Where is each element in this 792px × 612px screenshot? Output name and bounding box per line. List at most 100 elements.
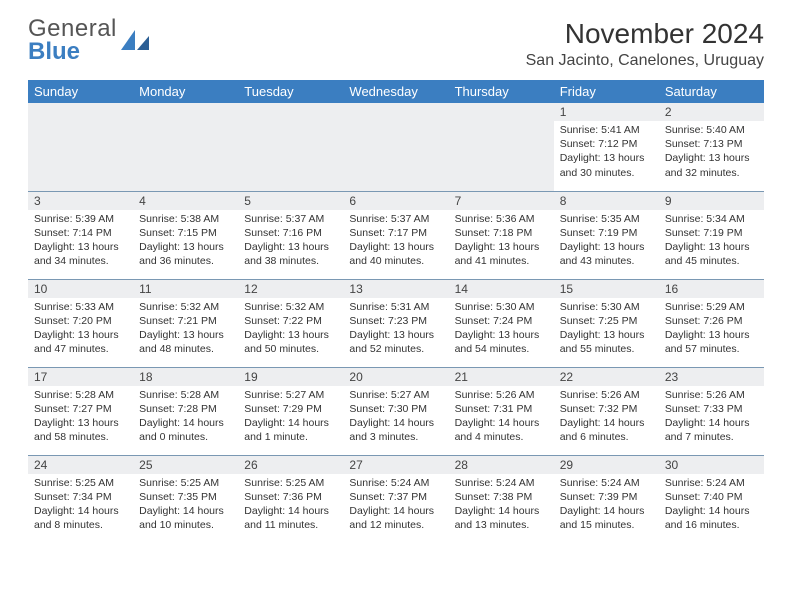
calendar-day-cell: 16Sunrise: 5:29 AMSunset: 7:26 PMDayligh… [659,279,764,367]
sunset-line: Sunset: 7:37 PM [349,490,442,504]
daylight-line: Daylight: 13 hours [665,328,758,342]
sunset-line: Sunset: 7:29 PM [244,402,337,416]
daylight-line: and 43 minutes. [560,254,653,268]
sunset-line: Sunset: 7:21 PM [139,314,232,328]
sunrise-line: Sunrise: 5:36 AM [455,212,548,226]
sunrise-line: Sunrise: 5:29 AM [665,300,758,314]
sunrise-line: Sunrise: 5:30 AM [455,300,548,314]
day-number: 26 [238,456,343,474]
daylight-line: and 7 minutes. [665,430,758,444]
calendar-day-cell: 10Sunrise: 5:33 AMSunset: 7:20 PMDayligh… [28,279,133,367]
day-number: 18 [133,368,238,386]
daylight-line: Daylight: 14 hours [349,504,442,518]
sunset-line: Sunset: 7:36 PM [244,490,337,504]
day-number: 20 [343,368,448,386]
sunset-line: Sunset: 7:16 PM [244,226,337,240]
daylight-line: and 0 minutes. [139,430,232,444]
calendar-day-cell: 13Sunrise: 5:31 AMSunset: 7:23 PMDayligh… [343,279,448,367]
calendar-day-cell: 9Sunrise: 5:34 AMSunset: 7:19 PMDaylight… [659,191,764,279]
sunrise-line: Sunrise: 5:27 AM [349,388,442,402]
day-data: Sunrise: 5:40 AMSunset: 7:13 PMDaylight:… [659,121,764,184]
weekday-header: Sunday [28,80,133,103]
day-data: Sunrise: 5:24 AMSunset: 7:40 PMDaylight:… [659,474,764,537]
daylight-line: Daylight: 14 hours [455,416,548,430]
weekday-header: Monday [133,80,238,103]
sunset-line: Sunset: 7:27 PM [34,402,127,416]
day-data: Sunrise: 5:37 AMSunset: 7:17 PMDaylight:… [343,210,448,273]
daylight-line: Daylight: 13 hours [455,328,548,342]
day-data: Sunrise: 5:25 AMSunset: 7:35 PMDaylight:… [133,474,238,537]
sunset-line: Sunset: 7:33 PM [665,402,758,416]
day-number: 9 [659,192,764,210]
day-data: Sunrise: 5:34 AMSunset: 7:19 PMDaylight:… [659,210,764,273]
daylight-line: Daylight: 13 hours [139,328,232,342]
sunrise-line: Sunrise: 5:38 AM [139,212,232,226]
day-number: 10 [28,280,133,298]
sunrise-line: Sunrise: 5:24 AM [349,476,442,490]
daylight-line: Daylight: 13 hours [560,240,653,254]
calendar-day-cell: 12Sunrise: 5:32 AMSunset: 7:22 PMDayligh… [238,279,343,367]
day-number: 7 [449,192,554,210]
weekday-header: Saturday [659,80,764,103]
sunset-line: Sunset: 7:24 PM [455,314,548,328]
daylight-line: Daylight: 14 hours [34,504,127,518]
day-number: 16 [659,280,764,298]
day-number: 14 [449,280,554,298]
daylight-line: and 16 minutes. [665,518,758,532]
sunrise-line: Sunrise: 5:26 AM [665,388,758,402]
sunrise-line: Sunrise: 5:25 AM [139,476,232,490]
location-subtitle: San Jacinto, Canelones, Uruguay [526,52,764,70]
logo-sail-icon [119,28,151,54]
daylight-line: and 50 minutes. [244,342,337,356]
sunset-line: Sunset: 7:39 PM [560,490,653,504]
calendar-day-cell: 18Sunrise: 5:28 AMSunset: 7:28 PMDayligh… [133,367,238,455]
day-data: Sunrise: 5:25 AMSunset: 7:34 PMDaylight:… [28,474,133,537]
day-number: 19 [238,368,343,386]
sunset-line: Sunset: 7:40 PM [665,490,758,504]
daylight-line: and 55 minutes. [560,342,653,356]
calendar-day-cell: 6Sunrise: 5:37 AMSunset: 7:17 PMDaylight… [343,191,448,279]
day-number: 28 [449,456,554,474]
daylight-line: and 40 minutes. [349,254,442,268]
day-data: Sunrise: 5:30 AMSunset: 7:24 PMDaylight:… [449,298,554,361]
daylight-line: and 30 minutes. [560,166,653,180]
day-number: 12 [238,280,343,298]
day-data: Sunrise: 5:29 AMSunset: 7:26 PMDaylight:… [659,298,764,361]
daylight-line: and 54 minutes. [455,342,548,356]
calendar-day-cell: 8Sunrise: 5:35 AMSunset: 7:19 PMDaylight… [554,191,659,279]
day-data: Sunrise: 5:39 AMSunset: 7:14 PMDaylight:… [28,210,133,273]
day-data: Sunrise: 5:28 AMSunset: 7:27 PMDaylight:… [28,386,133,449]
header: General Blue November 2024 San Jacinto, … [28,18,764,70]
daylight-line: and 1 minute. [244,430,337,444]
day-number: 23 [659,368,764,386]
daylight-line: Daylight: 13 hours [139,240,232,254]
sunset-line: Sunset: 7:15 PM [139,226,232,240]
calendar-day-cell: .. [449,103,554,191]
sunrise-line: Sunrise: 5:35 AM [560,212,653,226]
daylight-line: and 6 minutes. [560,430,653,444]
daylight-line: and 58 minutes. [34,430,127,444]
daylight-line: and 13 minutes. [455,518,548,532]
sunset-line: Sunset: 7:31 PM [455,402,548,416]
daylight-line: Daylight: 14 hours [560,504,653,518]
daylight-line: Daylight: 14 hours [139,416,232,430]
day-number: 30 [659,456,764,474]
sunset-line: Sunset: 7:32 PM [560,402,653,416]
sunset-line: Sunset: 7:22 PM [244,314,337,328]
daylight-line: Daylight: 14 hours [244,416,337,430]
calendar-week-row: ..........1Sunrise: 5:41 AMSunset: 7:12 … [28,103,764,191]
sunrise-line: Sunrise: 5:39 AM [34,212,127,226]
day-data: Sunrise: 5:27 AMSunset: 7:30 PMDaylight:… [343,386,448,449]
daylight-line: and 52 minutes. [349,342,442,356]
day-data: Sunrise: 5:31 AMSunset: 7:23 PMDaylight:… [343,298,448,361]
calendar-day-cell: 23Sunrise: 5:26 AMSunset: 7:33 PMDayligh… [659,367,764,455]
calendar-week-row: 17Sunrise: 5:28 AMSunset: 7:27 PMDayligh… [28,367,764,455]
day-number: 17 [28,368,133,386]
calendar-day-cell: 28Sunrise: 5:24 AMSunset: 7:38 PMDayligh… [449,455,554,543]
sunrise-line: Sunrise: 5:24 AM [665,476,758,490]
daylight-line: Daylight: 13 hours [349,328,442,342]
sunrise-line: Sunrise: 5:33 AM [34,300,127,314]
calendar-day-cell: .. [343,103,448,191]
sunset-line: Sunset: 7:26 PM [665,314,758,328]
sunrise-line: Sunrise: 5:25 AM [34,476,127,490]
